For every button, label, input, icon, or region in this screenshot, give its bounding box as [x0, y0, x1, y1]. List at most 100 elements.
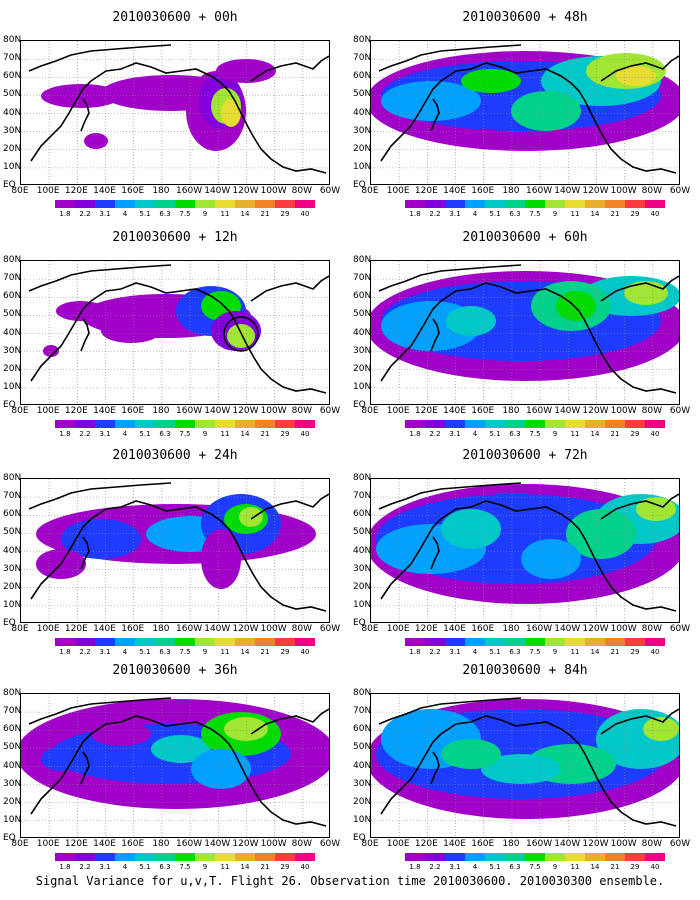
- colorbar-swatch: [605, 200, 625, 208]
- colorbar-label: 3.1: [449, 863, 461, 871]
- colorbar-swatch: [425, 420, 445, 428]
- longitude-label: 160W: [176, 186, 203, 196]
- colorbar-label: 11: [220, 863, 230, 871]
- colorbar-labels: 1.8 2.2 3.1 4 5.1 6.3 7.5 9 11 14 21 29 40: [405, 430, 665, 438]
- colorbar-label: 21: [610, 648, 620, 656]
- longitude-label: 120W: [582, 624, 609, 634]
- latitude-label: 50N: [353, 89, 372, 100]
- latitude-label: 50N: [353, 527, 372, 538]
- colorbar-label: 40: [300, 648, 310, 656]
- coastline: [30, 715, 327, 827]
- colorbar: [405, 638, 665, 646]
- colorbar-swatch: [115, 853, 135, 861]
- colorbar-label: 14: [240, 430, 250, 438]
- colorbar-label: 9: [202, 430, 208, 438]
- longitude-label: 140W: [204, 624, 231, 634]
- colorbar-swatch: [565, 420, 585, 428]
- colorbar-label: 40: [650, 648, 660, 656]
- colorbar-label: 5.1: [139, 648, 151, 656]
- coastline: [28, 44, 172, 72]
- latitude-label: 30N: [353, 345, 372, 356]
- colorbar-swatch: [625, 420, 645, 428]
- colorbar-label: 11: [570, 430, 580, 438]
- colorbar-label: 21: [260, 430, 270, 438]
- colorbar-swatch: [195, 200, 215, 208]
- latitude-label: 20N: [353, 581, 372, 592]
- variance-contour: [91, 722, 151, 746]
- colorbar-labels: 1.8 2.2 3.1 4 5.1 6.3 7.5 9 11 14 21 29 40: [405, 648, 665, 656]
- colorbar-label: 1.8: [409, 430, 421, 438]
- colorbar-label: 4: [472, 430, 478, 438]
- latitude-label: EQ: [3, 400, 16, 410]
- variance-contour: [616, 66, 656, 86]
- longitude-label: 140E: [443, 839, 466, 849]
- longitude-label: 80W: [641, 406, 662, 416]
- latitude-label: 70N: [353, 491, 372, 502]
- coastline: [250, 493, 329, 520]
- longitude-label: 160E: [121, 624, 145, 634]
- longitude-label: 140E: [93, 839, 116, 849]
- colorbar-label: 11: [570, 648, 580, 656]
- variance-contour: [191, 749, 251, 789]
- colorbar-label: 4: [472, 210, 478, 218]
- longitude-label: 60W: [669, 624, 691, 634]
- latitude-label: 20N: [3, 581, 22, 592]
- panel-title: 2010030600 + 60h: [462, 230, 588, 245]
- longitude-label: 100E: [386, 406, 410, 416]
- colorbar-swatch: [625, 638, 645, 646]
- colorbar-label: 29: [630, 648, 640, 656]
- colorbar-label: 6.3: [159, 863, 171, 871]
- latitude-label: EQ: [353, 400, 366, 410]
- colorbar-labels: 1.8 2.2 3.1 4 5.1 6.3 7.5 9 11 14 21 29 40: [55, 210, 315, 218]
- latitude-label: 10N: [3, 814, 22, 825]
- panel-title: 2010030600 + 72h: [462, 448, 588, 463]
- colorbar-label: 6.3: [509, 648, 521, 656]
- longitude-label: 140E: [443, 624, 466, 634]
- panel-title: 2010030600 + 84h: [462, 663, 588, 678]
- longitude-label: 100W: [260, 624, 287, 634]
- longitude-label: 140W: [204, 186, 231, 196]
- colorbar-label: 9: [202, 648, 208, 656]
- longitude-label: 80W: [641, 186, 662, 196]
- map-canvas: [21, 261, 329, 404]
- longitude-label: 60W: [669, 839, 691, 849]
- longitude-label: 140E: [93, 624, 116, 634]
- longitude-label: 160E: [471, 406, 495, 416]
- colorbar-swatch: [485, 420, 505, 428]
- colorbar-swatch: [645, 200, 665, 208]
- colorbar-swatch: [565, 638, 585, 646]
- latitude-label: 10N: [3, 161, 22, 172]
- colorbar-label: 5.1: [489, 430, 501, 438]
- colorbar-swatch: [275, 638, 295, 646]
- colorbar-swatch: [235, 420, 255, 428]
- colorbar-label: 14: [590, 648, 600, 656]
- colorbar-label: 2.2: [429, 210, 441, 218]
- latitude-label: 50N: [353, 309, 372, 320]
- latitude-label: 60N: [353, 509, 372, 520]
- colorbar-labels: 1.8 2.2 3.1 4 5.1 6.3 7.5 9 11 14 21 29 40: [55, 430, 315, 438]
- variance-contour: [84, 133, 108, 149]
- latitude-label: 60N: [3, 724, 22, 735]
- latitude-label: 80N: [353, 688, 372, 698]
- colorbar-swatch: [55, 638, 75, 646]
- longitude-label: 80E: [11, 406, 29, 416]
- latitude-label: 70N: [3, 706, 22, 717]
- colorbar-label: 40: [300, 863, 310, 871]
- map-panel: [370, 693, 680, 838]
- coastline: [430, 751, 440, 785]
- longitude-label: 100E: [36, 186, 60, 196]
- longitude-label: 180: [152, 624, 170, 634]
- latitude-label: 70N: [3, 273, 22, 284]
- colorbar-label: 2.2: [429, 648, 441, 656]
- colorbar-swatch: [95, 638, 115, 646]
- latitude-label: 60N: [353, 71, 372, 82]
- colorbar-swatch: [295, 420, 315, 428]
- colorbar-label: 14: [240, 648, 250, 656]
- colorbar-label: 3.1: [99, 210, 111, 218]
- colorbar-label: 5.1: [139, 430, 151, 438]
- colorbar-label: 14: [590, 430, 600, 438]
- colorbar-label: 7.5: [529, 430, 541, 438]
- longitude-label: 80E: [11, 186, 29, 196]
- colorbar-label: 29: [280, 430, 290, 438]
- coastline: [430, 98, 440, 132]
